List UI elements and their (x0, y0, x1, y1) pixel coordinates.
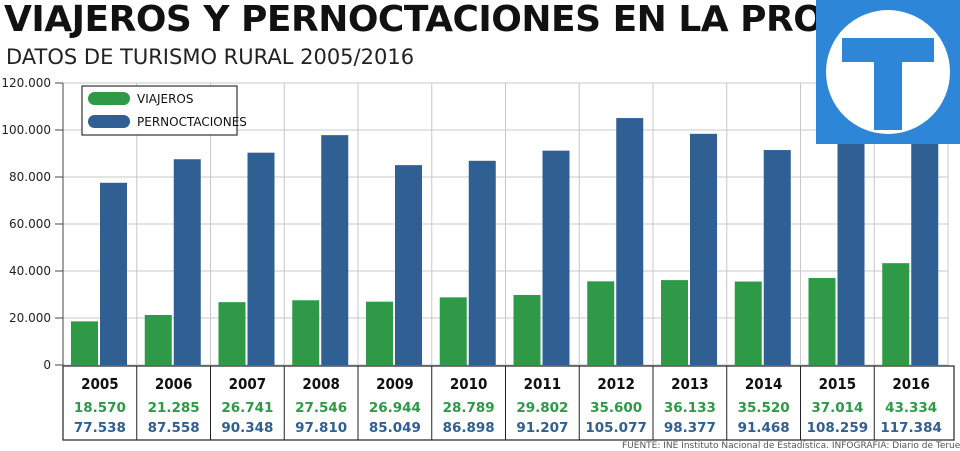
chart-subtitle: DATOS DE TURISMO RURAL 2005/2016 (6, 45, 415, 69)
data-label-viajeros: 26.944 (369, 400, 421, 416)
bar-pernoctaciones (616, 118, 644, 365)
data-label-pernoctaciones: 108.259 (807, 420, 869, 436)
legend-swatch-viajeros (88, 92, 130, 105)
logo-letter-stem (874, 38, 902, 130)
bar-viajeros (218, 302, 246, 365)
bar-viajeros (882, 263, 910, 365)
bar-viajeros (734, 281, 762, 365)
data-label-viajeros: 37.014 (811, 400, 863, 416)
data-label-viajeros: 35.600 (590, 400, 642, 416)
data-label-pernoctaciones: 90.348 (221, 420, 273, 436)
bar-viajeros (366, 301, 393, 365)
data-label-viajeros: 35.520 (738, 400, 790, 416)
x-tick-label: 2014 (745, 375, 783, 393)
data-label-viajeros: 29.802 (516, 400, 568, 416)
data-label-viajeros: 26.741 (221, 400, 273, 416)
data-label-pernoctaciones: 97.810 (295, 420, 347, 436)
data-label-pernoctaciones: 87.558 (148, 420, 200, 436)
bar-pernoctaciones (468, 160, 496, 365)
chart-title: VIAJEROS Y PERNOCTACIONES EN LA PROVINCI… (4, 0, 959, 40)
chart-bars (71, 89, 939, 366)
bar-pernoctaciones (542, 150, 570, 365)
y-axis-ticks: 0 20.000 40.000 60.000 80.000 100.000 120.000 (1, 76, 64, 372)
bar-pernoctaciones (321, 135, 349, 365)
data-label-pernoctaciones: 117.384 (880, 420, 942, 436)
bar-viajeros (808, 278, 836, 365)
x-tick-label: 2013 (671, 375, 709, 393)
x-tick-label: 2012 (597, 375, 635, 393)
bar-viajeros (513, 294, 541, 365)
source-note: FUENTE: INE Instituto Nacional de Estadí… (622, 441, 960, 451)
data-label-viajeros: 18.570 (74, 400, 126, 416)
x-tick-label: 2009 (376, 375, 414, 393)
data-label-viajeros: 43.334 (885, 400, 937, 416)
x-tick-label: 2015 (819, 375, 857, 393)
data-label-viajeros: 36.133 (664, 400, 716, 416)
data-label-viajeros: 27.546 (295, 400, 347, 416)
x-tick-label: 2005 (81, 375, 119, 393)
data-label-viajeros: 21.285 (148, 400, 200, 416)
y-tick-label: 20.000 (9, 311, 51, 325)
y-tick-label: 120.000 (1, 76, 51, 90)
legend-label-pernoctaciones: PERNOCTACIONES (137, 115, 247, 129)
y-tick-label: 40.000 (9, 264, 51, 278)
data-label-pernoctaciones: 91.207 (516, 420, 568, 436)
bar-pernoctaciones (100, 182, 127, 365)
chart-legend: VIAJEROS PERNOCTACIONES (81, 85, 247, 136)
data-label-pernoctaciones: 91.468 (738, 420, 790, 436)
x-tick-label: 2011 (524, 375, 562, 393)
bar-pernoctaciones (837, 110, 865, 366)
bar-viajeros (661, 280, 688, 365)
y-tick-label: 0 (43, 358, 51, 372)
data-table: 2005 18.570 77.538 2006 21.285 87.558 2007 26.7… (62, 365, 955, 441)
bar-pernoctaciones (763, 150, 791, 365)
bar-viajeros (439, 297, 467, 365)
bar-viajeros (71, 321, 98, 365)
bar-pernoctaciones (395, 165, 422, 365)
bar-viajeros (144, 314, 172, 365)
x-tick-label: 2008 (302, 375, 340, 393)
bar-pernoctaciones (690, 133, 717, 365)
newspaper-logo-icon (816, 0, 960, 144)
x-tick-label: 2007 (229, 375, 267, 393)
data-label-pernoctaciones: 77.538 (74, 420, 126, 436)
data-label-pernoctaciones: 85.049 (369, 420, 421, 436)
data-label-pernoctaciones: 105.077 (585, 420, 647, 436)
data-label-viajeros: 28.789 (443, 400, 495, 416)
x-tick-label: 2010 (450, 375, 488, 393)
y-tick-label: 60.000 (9, 217, 51, 231)
data-label-pernoctaciones: 98.377 (664, 420, 716, 436)
y-tick-label: 100.000 (1, 123, 51, 137)
x-tick-label: 2016 (892, 375, 930, 393)
legend-swatch-pernoctaciones (88, 115, 130, 128)
data-table-frame (62, 365, 955, 441)
bar-pernoctaciones (173, 159, 201, 365)
legend-label-viajeros: VIAJEROS (137, 92, 193, 106)
data-label-pernoctaciones: 86.898 (443, 420, 495, 436)
x-tick-label: 2006 (155, 375, 193, 393)
y-tick-label: 80.000 (9, 170, 51, 184)
bar-viajeros (292, 300, 320, 365)
bar-viajeros (587, 281, 615, 365)
bar-pernoctaciones (247, 152, 275, 365)
